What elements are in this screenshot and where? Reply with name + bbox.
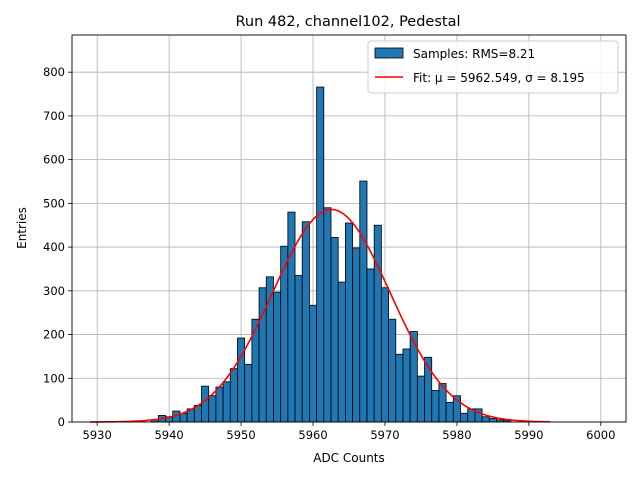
x-tick-label: 5980 xyxy=(442,428,471,442)
legend-label-samples: Samples: RMS=8.21 xyxy=(413,47,535,61)
y-axis-label: Entries xyxy=(15,207,29,249)
histogram-bar xyxy=(445,401,454,423)
y-tick-label: 200 xyxy=(43,328,65,342)
fit-curve xyxy=(89,208,551,423)
x-tick-label: 5930 xyxy=(83,428,112,442)
y-tick-label: 0 xyxy=(58,415,65,429)
histogram-bar xyxy=(366,268,375,423)
histogram-bar xyxy=(244,363,253,423)
histogram-bar xyxy=(208,395,217,423)
histogram-bar xyxy=(215,386,224,423)
x-tick-label: 5990 xyxy=(514,428,543,442)
y-tick-label: 300 xyxy=(43,284,65,298)
histogram-bar xyxy=(294,275,303,423)
histogram-bar xyxy=(388,318,397,423)
x-tick-label: 5970 xyxy=(370,428,399,442)
histogram-bar xyxy=(481,416,490,423)
histogram-bar xyxy=(330,237,339,423)
legend-swatch-samples xyxy=(374,47,404,59)
histogram-bar xyxy=(352,247,361,423)
plot-frame xyxy=(71,34,627,423)
y-tick-label: 400 xyxy=(43,240,65,254)
histogram-bar xyxy=(402,348,411,423)
y-axis: 0 100 200 300 400 500 600 700 800 xyxy=(43,65,72,429)
histogram-bar xyxy=(229,368,238,423)
histogram-bars xyxy=(150,86,512,423)
x-axis: 5930 5940 5950 5960 5970 5980 5990 6000 xyxy=(83,422,615,442)
y-tick-label: 100 xyxy=(43,371,65,385)
chart-title: Run 482, channel102, Pedestal xyxy=(235,14,460,30)
legend: Samples: RMS=8.21 Fit: μ = 5962.549, σ =… xyxy=(367,40,619,94)
y-tick-label: 800 xyxy=(43,65,65,79)
x-tick-label: 5940 xyxy=(154,428,183,442)
y-tick-label: 700 xyxy=(43,109,65,123)
histogram-bar xyxy=(395,353,404,423)
histogram-bar xyxy=(460,412,469,423)
histogram-bar xyxy=(301,221,310,423)
histogram-bar xyxy=(380,287,389,423)
x-axis-label: ADC Counts xyxy=(313,451,385,465)
histogram-bar xyxy=(323,207,332,423)
x-tick-label: 5960 xyxy=(298,428,327,442)
legend-box xyxy=(367,40,619,94)
legend-label-fit: Fit: μ = 5962.549, σ = 8.195 xyxy=(413,71,585,85)
histogram-bar xyxy=(222,381,231,423)
histogram-bar xyxy=(273,291,282,423)
y-tick-label: 600 xyxy=(43,153,65,167)
histogram-bar xyxy=(201,385,210,423)
x-tick-label: 6000 xyxy=(586,428,615,442)
x-tick-label: 5950 xyxy=(226,428,255,442)
histogram-bar xyxy=(309,304,318,423)
histogram-bar xyxy=(287,211,296,423)
histogram-bar xyxy=(431,390,440,423)
histogram-bar xyxy=(488,418,497,423)
histogram-bar xyxy=(337,281,346,423)
histogram-bar xyxy=(359,180,368,423)
histogram-bar xyxy=(345,222,353,423)
y-tick-label: 500 xyxy=(43,196,65,210)
histogram-bar xyxy=(416,375,425,423)
histogram-bar xyxy=(373,224,382,423)
histogram-bar xyxy=(316,86,325,423)
